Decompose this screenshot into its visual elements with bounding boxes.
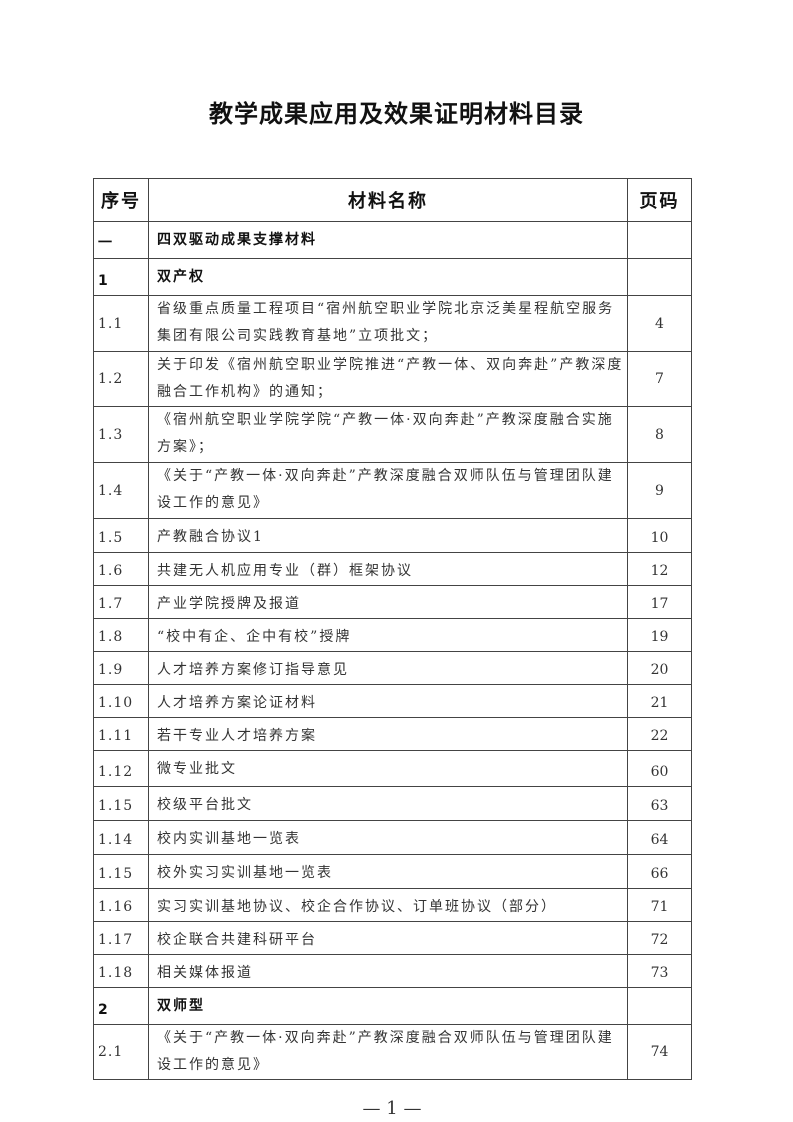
page-number-cell: 63: [627, 786, 692, 821]
row-number: 1.16: [93, 888, 149, 922]
row-number: 1.17: [93, 921, 149, 955]
page-content: 序号 材料名称 页码 一四双驱动成果支撑材料 1 双产权 1.1 省级重点质量工程项目“…: [93, 178, 692, 1120]
table-row: 一四双驱动成果支撑材料: [93, 221, 692, 259]
row-number: 1.11: [93, 717, 149, 751]
table-header-row: 序号 材料名称 页码: [93, 178, 692, 222]
row-number: 2.1: [93, 1024, 149, 1080]
material-name: 四双驱动成果支撑材料: [148, 221, 628, 259]
table-row: 1.18 相关媒体报道 73: [93, 954, 692, 988]
row-number: 1.7: [93, 585, 149, 619]
row-number: 1.15: [93, 786, 149, 821]
page-number-cell: 4: [627, 295, 692, 352]
material-name: 人才培养方案论证材料: [148, 684, 628, 718]
page-number-cell: 22: [627, 717, 692, 751]
table-row: 1.15 校外实习实训基地一览表 66: [93, 854, 692, 889]
page-number-cell: [627, 987, 692, 1025]
page-number-cell: 9: [627, 462, 692, 519]
row-number: 1.10: [93, 684, 149, 718]
page-number-cell: 10: [627, 518, 692, 553]
table-row: 1.1 省级重点质量工程项目“宿州航空职业学院北京泛美星程航空服务集团有限公司实践…: [93, 295, 692, 352]
page-number-cell: 8: [627, 406, 692, 463]
page-number-cell: 66: [627, 854, 692, 889]
page-number-cell: 21: [627, 684, 692, 718]
material-name: 双产权: [148, 258, 628, 296]
table-row: 1.11 若干专业人才培养方案 22: [93, 717, 692, 751]
material-name: 关于印发《宿州航空职业学院推进“产教一体、双向奔赴”产教深度融合工作机构》的通知…: [148, 351, 628, 407]
table-row: 1.5 产教融合协议1 10: [93, 518, 692, 553]
material-name: 校企联合共建科研平台: [148, 921, 628, 955]
material-name: 人才培养方案修订指导意见: [148, 651, 628, 685]
material-name: 产教融合协议1: [148, 518, 628, 553]
table-row: 1.8 “校中有企、企中有校”授牌 19: [93, 618, 692, 652]
page-number-cell: 7: [627, 351, 692, 407]
row-number: 1.1: [93, 295, 149, 352]
page-number-cell: 71: [627, 888, 692, 922]
row-number: 1.2: [93, 351, 149, 407]
row-number: 1.12: [93, 750, 149, 787]
material-name: 《宿州航空职业学院学院“产教一体·双向奔赴”产教深度融合实施方案》；: [148, 406, 628, 463]
row-number: 1.15: [93, 854, 149, 889]
row-number: 1: [93, 258, 149, 296]
table-row: 2 双师型: [93, 987, 692, 1025]
row-number: 1.3: [93, 406, 149, 463]
table-row: 1.9 人才培养方案修订指导意见 20: [93, 651, 692, 685]
material-name: 《关于“产教一体·双向奔赴”产教深度融合双师队伍与管理团队建设工作的意见》: [148, 1024, 628, 1080]
header-number: 序号: [93, 178, 149, 222]
materials-table: 序号 材料名称 页码 一四双驱动成果支撑材料 1 双产权 1.1 省级重点质量工程项目“…: [93, 178, 692, 1080]
page-number-cell: [627, 221, 692, 259]
material-name: 校级平台批文: [148, 786, 628, 821]
page-number-cell: 74: [627, 1024, 692, 1080]
material-name: 校外实习实训基地一览表: [148, 854, 628, 889]
material-name: 校内实训基地一览表: [148, 820, 628, 855]
table-row: 1.6 共建无人机应用专业（群）框架协议 12: [93, 552, 692, 586]
document-title: 教学成果应用及效果证明材料目录: [209, 100, 584, 128]
material-name: 微专业批文: [148, 750, 628, 787]
table-row: 1.15 校级平台批文 63: [93, 786, 692, 821]
material-name: “校中有企、企中有校”授牌: [148, 618, 628, 652]
table-row: 1.3 《宿州航空职业学院学院“产教一体·双向奔赴”产教深度融合实施方案》； 8: [93, 406, 692, 463]
row-number: 1.8: [93, 618, 149, 652]
page-number-cell: [627, 258, 692, 296]
material-name: 双师型: [148, 987, 628, 1025]
table-row: 1.4 《关于“产教一体·双向奔赴”产教深度融合双师队伍与管理团队建设工作的意见》…: [93, 462, 692, 519]
page-number-cell: 73: [627, 954, 692, 988]
row-number: 1.9: [93, 651, 149, 685]
page-number-cell: 12: [627, 552, 692, 586]
table-row: 1.14 校内实训基地一览表 64: [93, 820, 692, 855]
material-name: 共建无人机应用专业（群）框架协议: [148, 552, 628, 586]
table-row: 1.7 产业学院授牌及报道 17: [93, 585, 692, 619]
table-row: 1.10 人才培养方案论证材料 21: [93, 684, 692, 718]
row-number: 1.4: [93, 462, 149, 519]
table-row: 1.2 关于印发《宿州航空职业学院推进“产教一体、双向奔赴”产教深度融合工作机构》…: [93, 351, 692, 407]
row-number: 一: [93, 221, 149, 259]
material-name: 《关于“产教一体·双向奔赴”产教深度融合双师队伍与管理团队建设工作的意见》: [148, 462, 628, 519]
header-material-name: 材料名称: [148, 178, 628, 222]
table-row: 1.17 校企联合共建科研平台 72: [93, 921, 692, 955]
page-number: — 1 —: [362, 1098, 422, 1119]
material-name: 产业学院授牌及报道: [148, 585, 628, 619]
table-row: 1.12 微专业批文 60: [93, 750, 692, 787]
material-name: 相关媒体报道: [148, 954, 628, 988]
row-number: 1.18: [93, 954, 149, 988]
row-number: 1.6: [93, 552, 149, 586]
table-row: 1 双产权: [93, 258, 692, 296]
row-number: 1.5: [93, 518, 149, 553]
page-number-cell: 19: [627, 618, 692, 652]
page-number-cell: 60: [627, 750, 692, 787]
material-name: 若干专业人才培养方案: [148, 717, 628, 751]
material-name: 省级重点质量工程项目“宿州航空职业学院北京泛美星程航空服务集团有限公司实践教育基…: [148, 295, 628, 352]
header-page: 页码: [627, 178, 692, 222]
material-name: 实习实训基地协议、校企合作协议、订单班协议（部分）: [148, 888, 628, 922]
table-row: 1.16 实习实训基地协议、校企合作协议、订单班协议（部分） 71: [93, 888, 692, 922]
page-number-cell: 72: [627, 921, 692, 955]
page-number-cell: 17: [627, 585, 692, 619]
page-number-cell: 20: [627, 651, 692, 685]
table-row: 2.1 《关于“产教一体·双向奔赴”产教深度融合双师队伍与管理团队建设工作的意见》…: [93, 1024, 692, 1080]
row-number: 1.14: [93, 820, 149, 855]
page-number-cell: 64: [627, 820, 692, 855]
row-number: 2: [93, 987, 149, 1025]
